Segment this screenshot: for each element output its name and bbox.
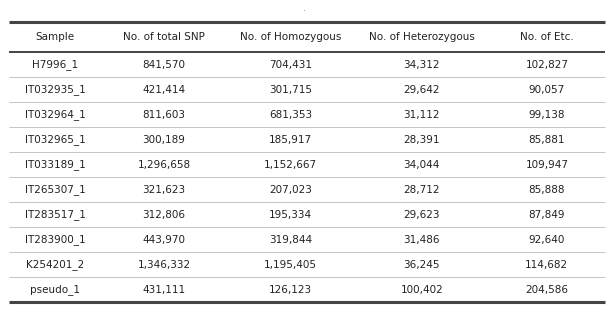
Text: 204,586: 204,586 [525,285,568,295]
Text: IT033189_1: IT033189_1 [25,159,86,170]
Text: 90,057: 90,057 [529,85,565,94]
Text: 1,152,667: 1,152,667 [264,160,317,170]
Text: 85,881: 85,881 [528,135,565,145]
Text: 34,312: 34,312 [404,60,440,70]
Text: 300,189: 300,189 [143,135,185,145]
Text: 185,917: 185,917 [269,135,313,145]
Text: No. of Homozygous: No. of Homozygous [240,32,341,42]
Text: No. of Etc.: No. of Etc. [520,32,574,42]
Text: 29,623: 29,623 [404,210,440,220]
Text: 109,947: 109,947 [525,160,568,170]
Text: Sample: Sample [36,32,75,42]
Text: 31,112: 31,112 [404,110,440,120]
Text: K254201_2: K254201_2 [26,259,85,270]
Text: 841,570: 841,570 [142,60,185,70]
Text: 102,827: 102,827 [525,60,568,70]
Text: 811,603: 811,603 [142,110,185,120]
Text: 301,715: 301,715 [269,85,312,94]
Text: 421,414: 421,414 [142,85,185,94]
Text: IT283517_1: IT283517_1 [25,209,86,220]
Text: 29,642: 29,642 [404,85,440,94]
Text: ·: · [303,6,305,16]
Text: IT032935_1: IT032935_1 [25,84,86,95]
Text: 34,044: 34,044 [404,160,440,170]
Text: 31,486: 31,486 [404,235,440,245]
Text: IT032965_1: IT032965_1 [25,134,86,145]
Text: 99,138: 99,138 [528,110,565,120]
Text: 100,402: 100,402 [400,285,443,295]
Text: 704,431: 704,431 [269,60,312,70]
Text: 312,806: 312,806 [142,210,185,220]
Text: 87,849: 87,849 [528,210,565,220]
Text: 28,712: 28,712 [404,185,440,195]
Text: IT265307_1: IT265307_1 [25,184,86,195]
Text: 195,334: 195,334 [269,210,313,220]
Text: 92,640: 92,640 [529,235,565,245]
Text: IT283900_1: IT283900_1 [25,234,86,245]
Text: 443,970: 443,970 [142,235,185,245]
Text: pseudo_1: pseudo_1 [30,284,80,295]
Text: 321,623: 321,623 [142,185,185,195]
Text: 114,682: 114,682 [525,260,568,270]
Text: 28,391: 28,391 [404,135,440,145]
Text: 36,245: 36,245 [404,260,440,270]
Text: 681,353: 681,353 [269,110,313,120]
Text: 126,123: 126,123 [269,285,313,295]
Text: 319,844: 319,844 [269,235,313,245]
Text: 1,296,658: 1,296,658 [137,160,190,170]
Text: H7996_1: H7996_1 [32,59,78,70]
Text: IT032964_1: IT032964_1 [25,109,86,120]
Text: 85,888: 85,888 [528,185,565,195]
Text: 1,195,405: 1,195,405 [264,260,317,270]
Text: 207,023: 207,023 [269,185,312,195]
Text: 1,346,332: 1,346,332 [137,260,190,270]
Text: No. of Heterozygous: No. of Heterozygous [369,32,475,42]
Text: No. of total SNP: No. of total SNP [123,32,205,42]
Text: 431,111: 431,111 [142,285,185,295]
